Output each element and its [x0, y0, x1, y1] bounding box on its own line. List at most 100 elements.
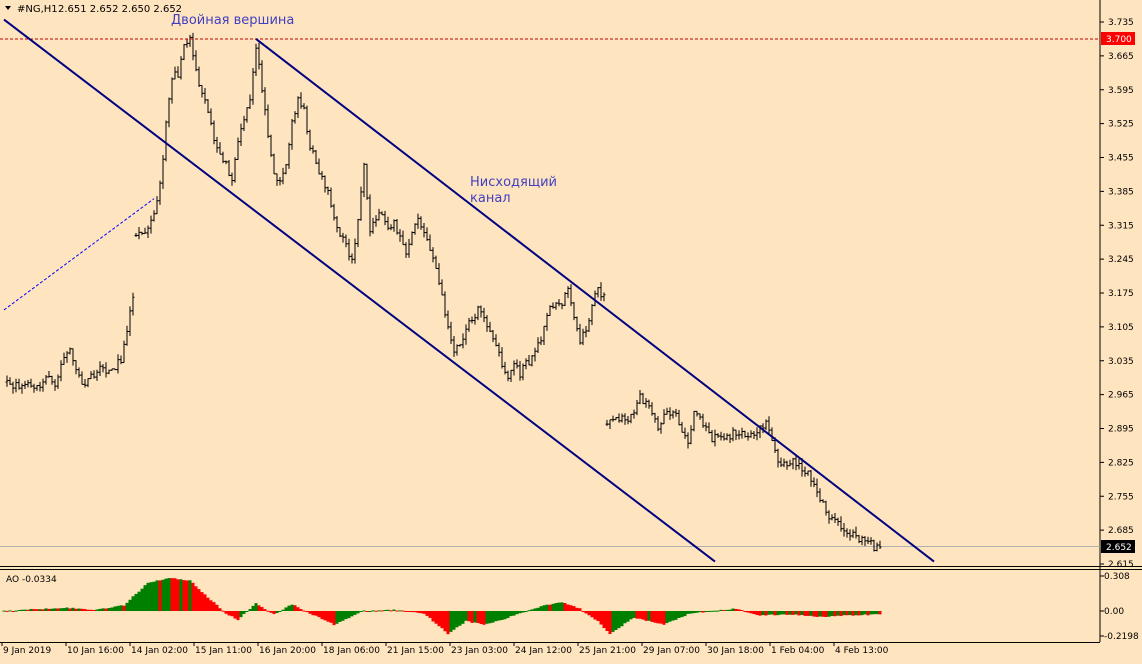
price-bar [542, 325, 546, 345]
ao-bar [194, 586, 198, 611]
ao-bar [293, 605, 297, 611]
ao-bar [350, 611, 354, 617]
ao-bar [20, 609, 24, 611]
drawing-objects-layer[interactable] [0, 18, 1100, 563]
ao-bar [647, 611, 651, 621]
price-bar [815, 478, 819, 498]
ao-bar [593, 611, 597, 620]
ao-bar [701, 611, 705, 613]
price-bar [368, 194, 372, 237]
ao-bar [383, 609, 387, 611]
ao-bar [497, 611, 501, 621]
channel-lower-line[interactable] [3, 18, 716, 563]
ao-bar [671, 611, 675, 621]
ao-bar [767, 611, 771, 615]
current-price-tag [1101, 540, 1135, 553]
price-bar [401, 230, 405, 246]
ao-bar [731, 608, 735, 611]
ao-bar [473, 611, 477, 623]
price-bar [797, 458, 801, 470]
price-bar [695, 410, 699, 417]
ao-bar [254, 603, 258, 611]
ao-bar [683, 611, 687, 617]
ao-bar [434, 611, 438, 624]
time-tick-label: 9 Jan 2019 [3, 646, 51, 656]
ao-bar [281, 609, 285, 611]
ao-bar [26, 609, 30, 611]
ao-bar [680, 611, 684, 618]
ao-bar [632, 611, 636, 619]
price-bar [731, 427, 735, 442]
price-bar [848, 529, 852, 541]
price-bar [530, 354, 534, 367]
price-bar [272, 153, 276, 175]
ao-bar [452, 611, 456, 630]
price-bar [494, 334, 498, 347]
price-panel[interactable] [0, 0, 1100, 566]
price-bar [293, 111, 297, 124]
ao-bar [797, 611, 801, 616]
channel-label-line1[interactable]: Нисходящий [470, 175, 557, 190]
resistance-price-tag [1101, 32, 1135, 45]
price-bar [497, 342, 501, 357]
ao-bar [338, 611, 342, 622]
symbol-menu-icon[interactable] [5, 6, 11, 10]
ao-bar [404, 611, 408, 612]
price-bar [119, 355, 123, 365]
double-top-label[interactable]: Двойная вершина [171, 13, 294, 28]
price-bar [692, 410, 696, 432]
ao-tick-label: -0.2198 [1104, 632, 1139, 642]
ao-bar [215, 604, 219, 611]
price-bar [623, 413, 627, 425]
price-bar [383, 210, 387, 226]
ao-bar [845, 611, 849, 616]
ao-bar [116, 605, 120, 611]
price-bar [866, 536, 870, 545]
ao-bar [737, 609, 741, 611]
price-bar [317, 158, 321, 175]
price-bar [386, 216, 390, 231]
gap-connector-line[interactable] [3, 198, 155, 311]
ao-bar [479, 611, 483, 625]
ao-bar [662, 611, 666, 625]
price-bar [686, 432, 690, 449]
ao-bar [386, 609, 390, 611]
ao-bar [518, 611, 522, 614]
ao-histogram [2, 578, 882, 635]
time-tick-label: 24 Jan 12:00 [515, 646, 572, 656]
ao-bar [455, 611, 459, 628]
price-bar [152, 210, 156, 222]
channel-upper-line[interactable] [255, 38, 935, 563]
price-bar [827, 510, 831, 524]
price-bar [704, 422, 708, 432]
price-bar [47, 370, 51, 378]
price-bar [92, 370, 96, 379]
price-bar [812, 477, 816, 488]
price-tick-label: 3.455 [1108, 154, 1134, 164]
ao-bar [800, 611, 804, 615]
price-bar [314, 149, 318, 165]
ao-bar [53, 608, 57, 611]
price-bar [29, 378, 33, 388]
ao-bar [290, 604, 294, 611]
price-bar [683, 427, 687, 439]
price-bar [335, 216, 339, 233]
ao-bar [722, 610, 726, 612]
ao-bar [71, 607, 75, 611]
ao-bar [74, 608, 78, 611]
price-bar [242, 115, 246, 131]
ao-bar [359, 611, 363, 612]
price-bar [656, 416, 660, 432]
price-bar [248, 94, 252, 110]
ao-bar [86, 609, 90, 611]
price-bar [467, 317, 471, 332]
ao-bar [488, 611, 492, 624]
ao-bar [569, 605, 573, 611]
ao-bar [764, 611, 768, 616]
channel-label-line2[interactable]: канал [470, 191, 511, 206]
ao-bar [206, 597, 210, 611]
price-bar [38, 381, 42, 392]
price-bar [455, 344, 459, 356]
